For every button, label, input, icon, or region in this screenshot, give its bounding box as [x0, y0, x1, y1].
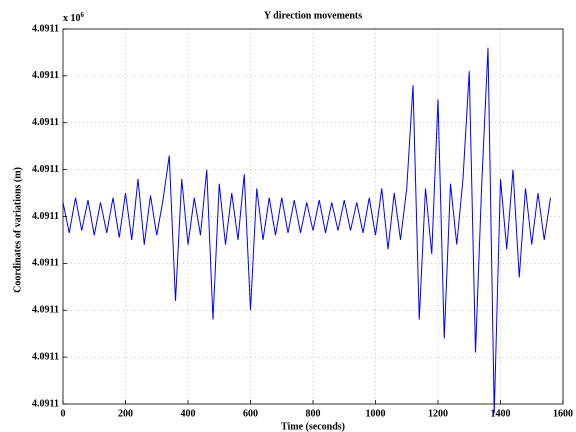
y-axis-label: Coordinates of variations (m) — [12, 167, 23, 293]
x-tick-label: 1000 — [366, 408, 386, 419]
chart-title: Y direction movements — [264, 10, 362, 21]
y-multiplier: x 106 — [63, 11, 85, 25]
y-tick-label: 4.0911 — [32, 211, 59, 222]
y-tick-label: 4.0911 — [32, 23, 59, 34]
x-tick-label: 400 — [181, 408, 196, 419]
y-tick-label: 4.0911 — [32, 164, 59, 175]
y-tick-label: 4.0911 — [32, 398, 59, 409]
y-multiplier-exponent: 6 — [81, 11, 85, 19]
data-line — [62, 47, 551, 414]
x-tick-label: 600 — [243, 408, 258, 419]
y-tick-label: 4.0911 — [32, 258, 59, 269]
x-tick-label: 800 — [306, 408, 321, 419]
plot-frame — [62, 28, 564, 405]
y-tick-label: 4.0911 — [32, 305, 59, 316]
x-tick-label: 200 — [118, 408, 133, 419]
y-tick-label: 4.0911 — [32, 70, 59, 81]
x-tick-label: 0 — [61, 408, 66, 419]
y-tick-label: 4.0911 — [32, 351, 59, 362]
x-tick-label: 1400 — [491, 408, 511, 419]
y-tick-label: 4.0911 — [32, 117, 59, 128]
y-multiplier-base: x 10 — [63, 13, 81, 24]
x-tick-label: 1200 — [428, 408, 448, 419]
x-axis-label: Time (seconds) — [281, 421, 345, 432]
x-tick-label: 1600 — [553, 408, 573, 419]
